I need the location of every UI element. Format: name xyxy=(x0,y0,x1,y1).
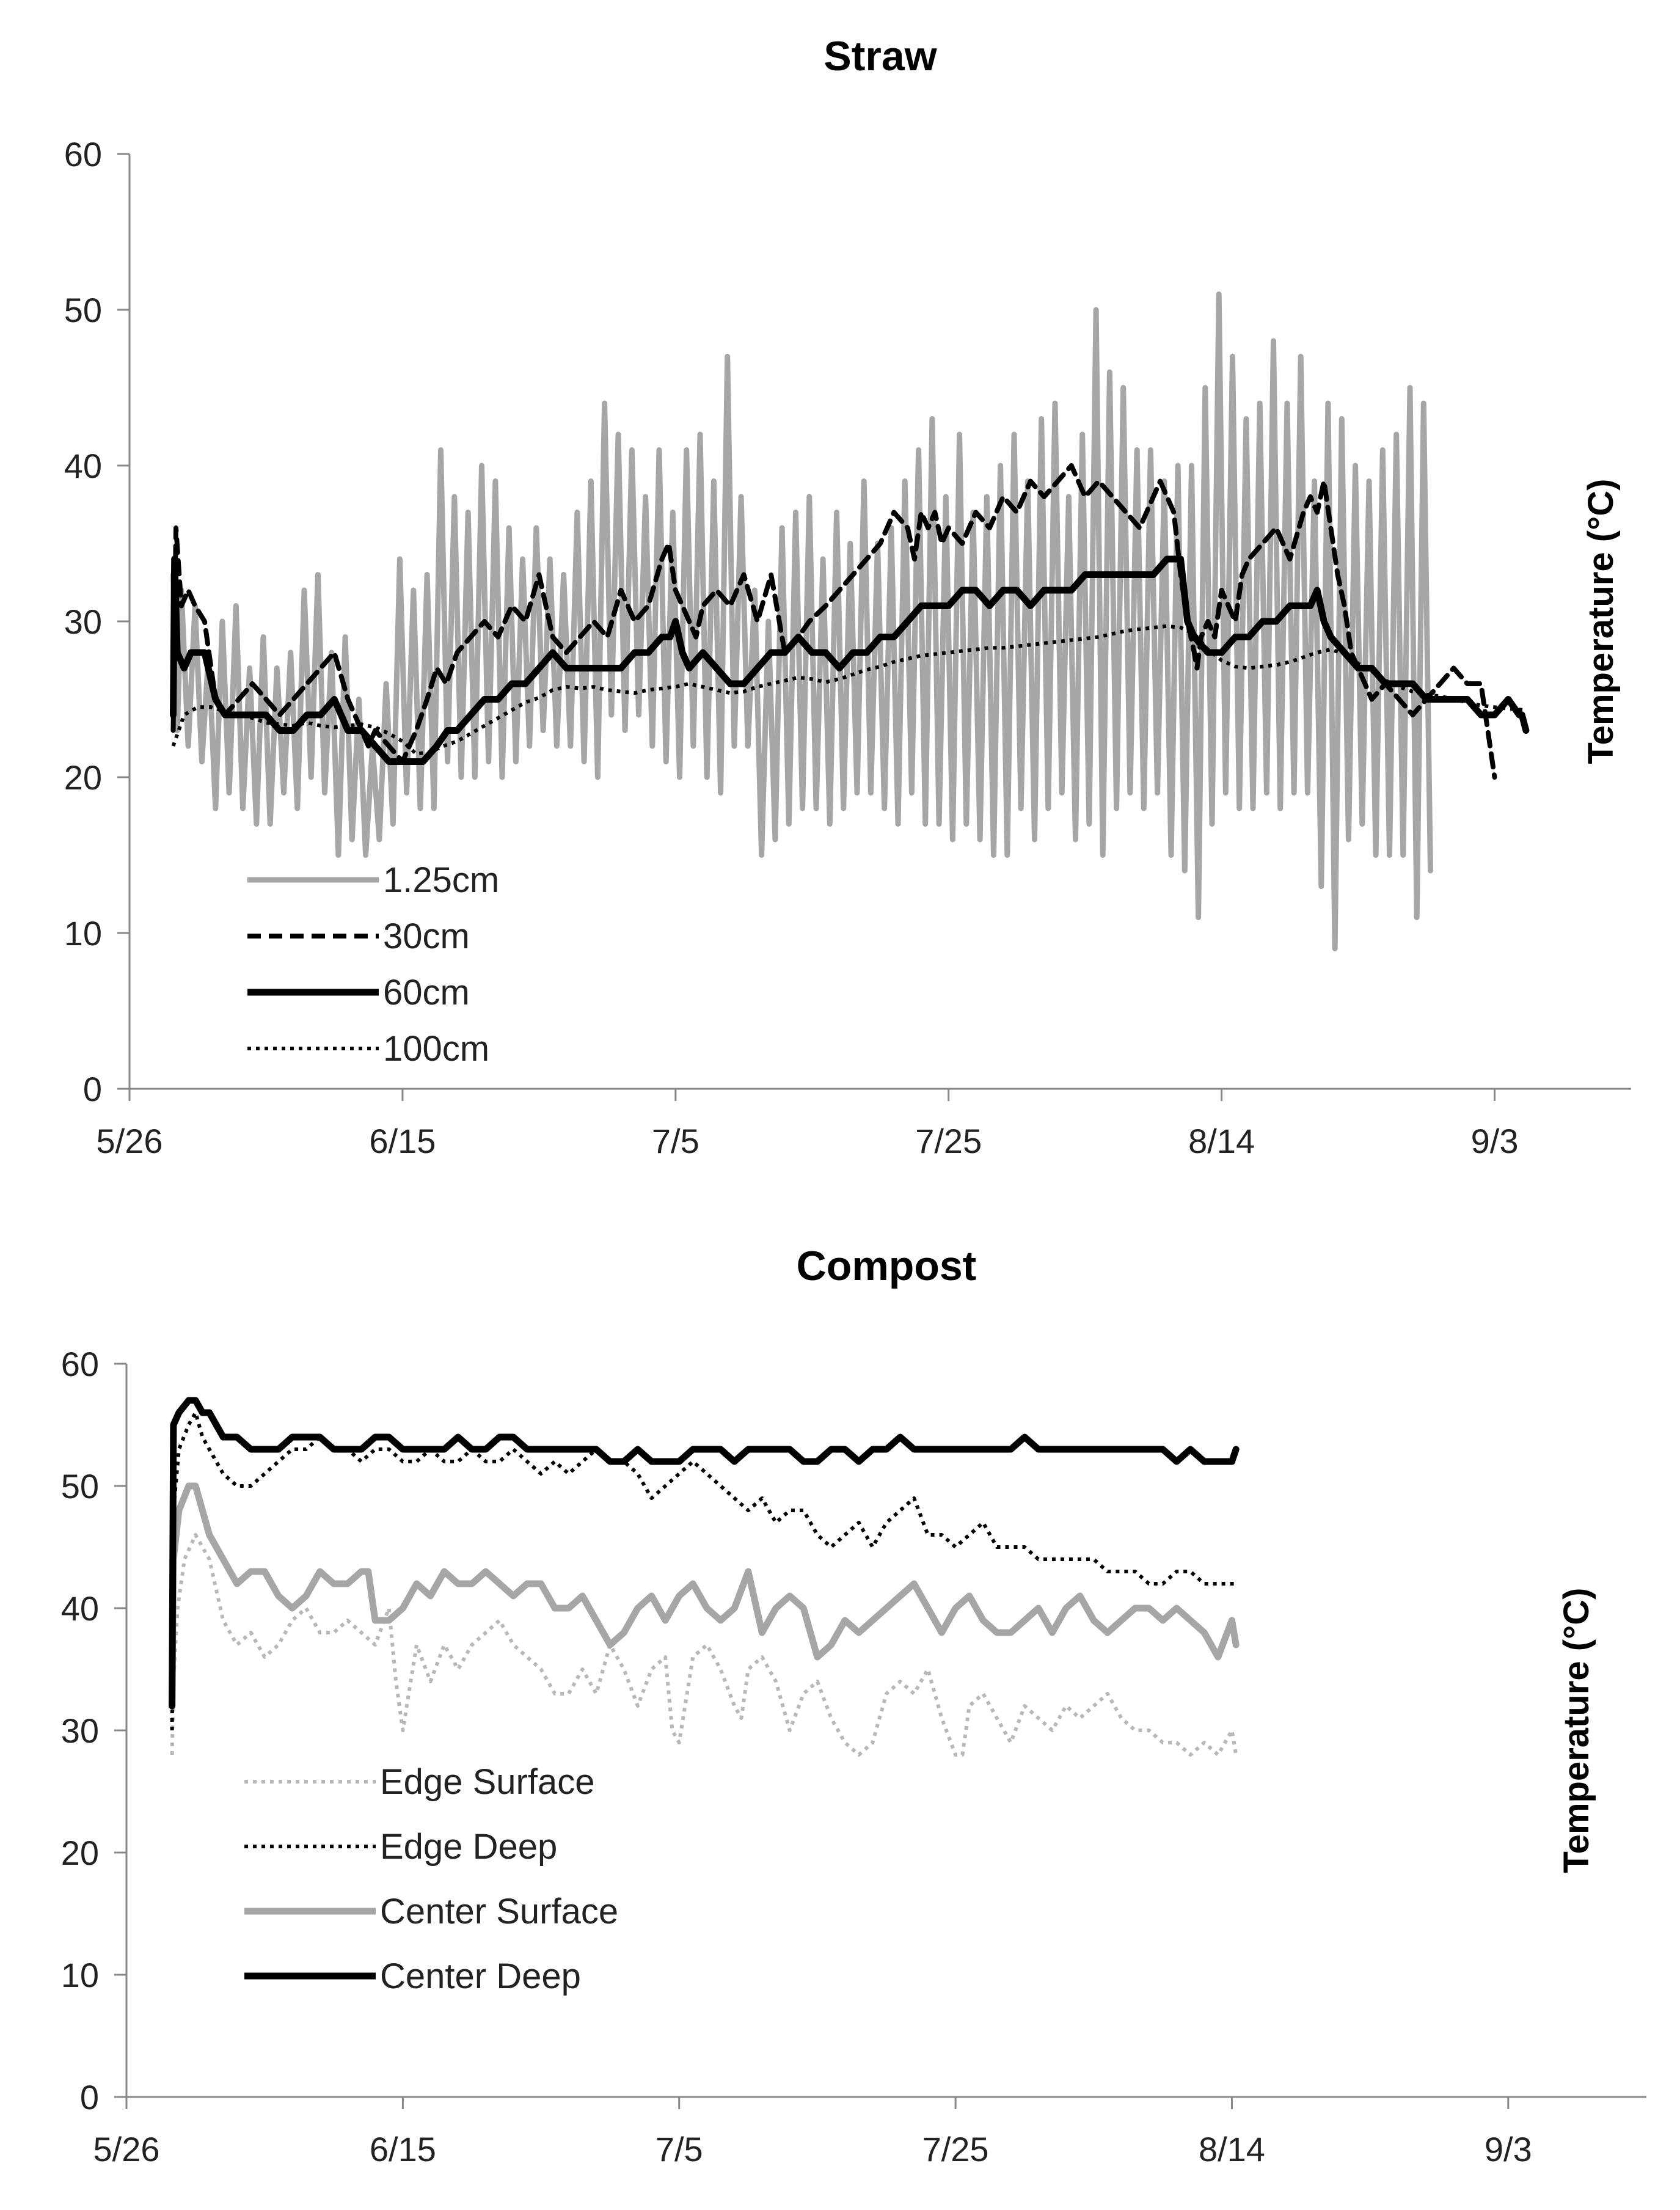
series-line-edge-surface xyxy=(170,1533,1238,1757)
y-tick-label: 30 xyxy=(61,1711,99,1750)
compost-chart: Compost 0 10 20 30 40 50 60 5/26 6/15 7/5 7/25 8/14 9… xyxy=(61,1243,1646,2168)
y-tick-label: 20 xyxy=(64,758,102,797)
series-line-30cm xyxy=(170,463,1497,780)
y-tick-label: 0 xyxy=(83,1070,102,1108)
y-tick-label: 50 xyxy=(64,291,102,329)
y-axis-label: Temperature (°C) xyxy=(1581,479,1621,764)
y-tick-label: 0 xyxy=(80,2078,99,2117)
chart-title: Compost xyxy=(797,1243,977,1289)
y-tick-label: 40 xyxy=(61,1589,99,1628)
legend-label: Center Deep xyxy=(380,1956,581,1996)
series-line-center-surface xyxy=(169,1482,1240,1710)
legend: 1.25cm 30cm 60cm 100cm xyxy=(247,860,499,1069)
y-tick-label: 40 xyxy=(64,447,102,485)
y-tick-label: 10 xyxy=(61,1956,99,1994)
y-tick-label: 60 xyxy=(64,135,102,174)
x-tick-label: 8/14 xyxy=(1188,1122,1255,1160)
x-tick-label: 7/5 xyxy=(652,1122,699,1160)
chart-title: Straw xyxy=(824,33,937,79)
y-axis-label: Temperature (°C) xyxy=(1557,1588,1596,1873)
y-tick-label: 10 xyxy=(64,914,102,953)
legend-label: Edge Deep xyxy=(380,1827,557,1867)
legend-label: 100cm xyxy=(383,1029,489,1069)
legend-label: 60cm xyxy=(383,973,470,1012)
series-line-60cm xyxy=(170,555,1530,765)
x-tick-label: 7/5 xyxy=(656,2130,703,2168)
x-tick-label: 7/25 xyxy=(915,1122,982,1160)
y-tick-label: 20 xyxy=(61,1834,99,1872)
x-tick-label: 8/14 xyxy=(1199,2130,1265,2168)
x-tick-label: 6/15 xyxy=(369,1122,436,1160)
x-tick-label: 5/26 xyxy=(97,1122,163,1160)
x-tick-label: 7/25 xyxy=(922,2130,989,2168)
legend: Edge Surface Edge Deep Center Surface Cente… xyxy=(244,1762,618,1996)
x-tick-label: 6/15 xyxy=(370,2130,436,2168)
straw-chart: Straw 0 10 20 30 40 50 60 5/26 6/15 7/5 7/25 8/14 9/3… xyxy=(64,33,1631,1160)
y-tick-label: 50 xyxy=(61,1467,99,1506)
legend-label: 30cm xyxy=(383,917,470,956)
series-line-edge-deep xyxy=(170,1411,1236,1731)
y-tick-label: 30 xyxy=(64,602,102,641)
series-line-center-deep xyxy=(169,1397,1240,1710)
legend-label: Edge Surface xyxy=(380,1762,594,1802)
x-tick-label: 9/3 xyxy=(1485,2130,1532,2168)
series-line-1-25cm xyxy=(170,291,1433,951)
y-tick-label: 60 xyxy=(61,1345,99,1383)
legend-label: Center Surface xyxy=(380,1892,618,1931)
legend-label: 1.25cm xyxy=(383,860,499,900)
x-tick-label: 9/3 xyxy=(1471,1122,1519,1160)
x-tick-label: 5/26 xyxy=(93,2130,160,2168)
series-line-100cm xyxy=(171,624,1527,756)
